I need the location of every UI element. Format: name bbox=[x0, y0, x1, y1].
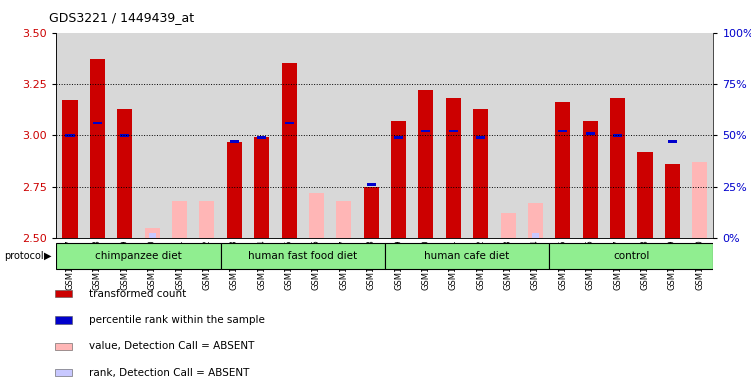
Bar bbox=[254, 137, 269, 238]
Bar bbox=[449, 130, 458, 132]
Bar bbox=[90, 60, 105, 238]
Text: transformed count: transformed count bbox=[89, 288, 186, 299]
Bar bbox=[494, 33, 522, 238]
Bar bbox=[56, 290, 72, 297]
Bar bbox=[330, 33, 357, 238]
Bar bbox=[686, 33, 713, 238]
Bar bbox=[111, 33, 138, 238]
Bar bbox=[193, 33, 221, 238]
Bar bbox=[418, 90, 433, 238]
Bar bbox=[385, 33, 412, 238]
Bar bbox=[659, 33, 686, 238]
Bar bbox=[610, 98, 625, 238]
Bar bbox=[421, 130, 430, 132]
Bar bbox=[120, 134, 129, 137]
Bar bbox=[439, 33, 467, 238]
Bar bbox=[632, 33, 659, 238]
Bar bbox=[282, 63, 297, 238]
Bar bbox=[149, 233, 155, 238]
Bar bbox=[586, 132, 595, 134]
Text: protocol: protocol bbox=[4, 251, 44, 261]
Bar bbox=[558, 130, 567, 132]
Text: human cafe diet: human cafe diet bbox=[424, 251, 510, 261]
Text: value, Detection Call = ABSENT: value, Detection Call = ABSENT bbox=[89, 341, 254, 351]
Bar bbox=[363, 187, 379, 238]
Text: GDS3221 / 1449439_at: GDS3221 / 1449439_at bbox=[49, 12, 194, 25]
Bar bbox=[638, 152, 653, 238]
Bar bbox=[145, 228, 160, 238]
Bar bbox=[221, 243, 385, 269]
Text: percentile rank within the sample: percentile rank within the sample bbox=[89, 315, 264, 325]
Bar bbox=[227, 142, 242, 238]
Text: human fast food diet: human fast food diet bbox=[248, 251, 357, 261]
Bar bbox=[83, 33, 111, 238]
Bar bbox=[532, 233, 539, 238]
Bar bbox=[555, 103, 571, 238]
Bar bbox=[117, 109, 132, 238]
Bar bbox=[93, 122, 102, 124]
Bar bbox=[604, 33, 632, 238]
Text: ▶: ▶ bbox=[44, 251, 51, 261]
Bar bbox=[56, 316, 72, 324]
Bar bbox=[549, 33, 577, 238]
Bar bbox=[692, 162, 707, 238]
Bar bbox=[391, 121, 406, 238]
Bar bbox=[473, 109, 488, 238]
Bar bbox=[56, 343, 72, 350]
Bar bbox=[412, 33, 439, 238]
Bar bbox=[385, 243, 549, 269]
Bar bbox=[56, 369, 72, 376]
Bar bbox=[583, 121, 598, 238]
Bar bbox=[199, 201, 215, 238]
Bar bbox=[62, 101, 77, 238]
Bar bbox=[230, 140, 239, 143]
Bar bbox=[549, 243, 713, 269]
Bar bbox=[501, 214, 516, 238]
Bar bbox=[668, 140, 677, 143]
Bar bbox=[56, 33, 83, 238]
Bar bbox=[665, 164, 680, 238]
Bar bbox=[528, 203, 543, 238]
Text: rank, Detection Call = ABSENT: rank, Detection Call = ABSENT bbox=[89, 368, 249, 378]
Bar bbox=[166, 33, 193, 238]
Bar bbox=[172, 201, 187, 238]
Bar bbox=[394, 136, 403, 139]
Bar bbox=[138, 33, 166, 238]
Bar bbox=[257, 136, 266, 139]
Text: chimpanzee diet: chimpanzee diet bbox=[95, 251, 182, 261]
Bar bbox=[248, 33, 276, 238]
Bar bbox=[309, 193, 324, 238]
Bar bbox=[577, 33, 604, 238]
Bar bbox=[613, 134, 622, 137]
Bar bbox=[467, 33, 494, 238]
Bar bbox=[522, 33, 549, 238]
Bar bbox=[303, 33, 330, 238]
Bar bbox=[285, 122, 294, 124]
Bar bbox=[446, 98, 461, 238]
Bar bbox=[65, 134, 74, 137]
Bar bbox=[476, 136, 485, 139]
Bar bbox=[336, 201, 351, 238]
Bar bbox=[276, 33, 303, 238]
Text: control: control bbox=[613, 251, 650, 261]
Bar bbox=[221, 33, 248, 238]
Bar bbox=[366, 184, 376, 186]
Bar bbox=[56, 243, 221, 269]
Bar bbox=[357, 33, 385, 238]
